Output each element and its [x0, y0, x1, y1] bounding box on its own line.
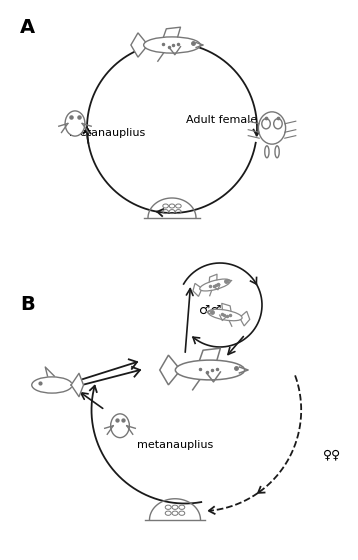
Ellipse shape [208, 309, 242, 321]
Text: Adult female: Adult female [187, 115, 258, 125]
Polygon shape [240, 311, 250, 326]
Ellipse shape [175, 360, 245, 380]
Ellipse shape [65, 111, 85, 136]
Text: metanauplius: metanauplius [137, 440, 213, 450]
Ellipse shape [265, 146, 269, 158]
Ellipse shape [258, 112, 286, 144]
Ellipse shape [111, 414, 129, 438]
Text: B: B [20, 295, 35, 314]
Polygon shape [160, 355, 180, 385]
Ellipse shape [32, 377, 72, 393]
Polygon shape [71, 374, 83, 396]
Ellipse shape [262, 119, 270, 129]
Text: ♀♀: ♀♀ [323, 449, 341, 461]
Polygon shape [131, 33, 148, 57]
Ellipse shape [144, 37, 200, 53]
Text: metanauplius: metanauplius [69, 128, 145, 138]
Ellipse shape [274, 119, 282, 129]
Text: A: A [20, 18, 35, 37]
Ellipse shape [275, 146, 279, 158]
Text: ♂♂: ♂♂ [199, 304, 221, 316]
Ellipse shape [200, 279, 230, 291]
Polygon shape [193, 283, 202, 296]
